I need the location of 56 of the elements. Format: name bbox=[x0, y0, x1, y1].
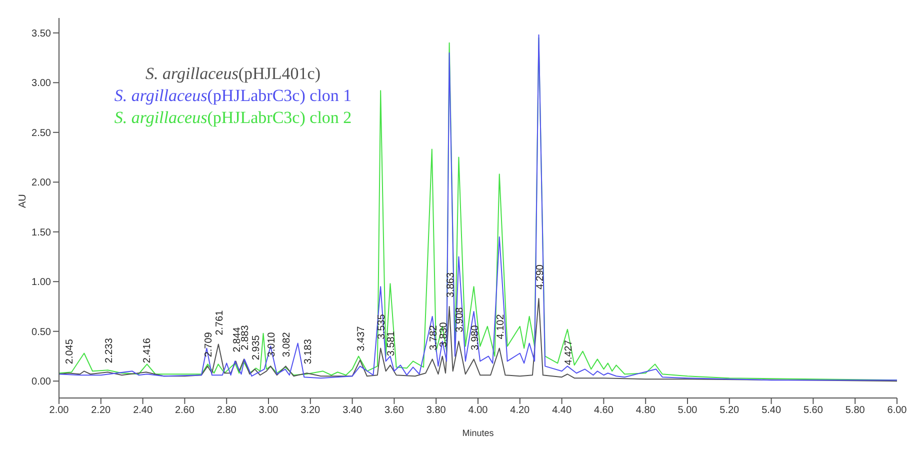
x-tick-label: 3.00 bbox=[258, 405, 279, 416]
y-tick-label: 2.50 bbox=[32, 128, 52, 139]
line-series bbox=[59, 298, 897, 382]
y-tick-label: 3.50 bbox=[32, 28, 52, 40]
annotation: 2.935 bbox=[250, 334, 262, 360]
x-tick-label: 5.00 bbox=[678, 405, 698, 416]
y-tick-label: 0.00 bbox=[32, 376, 52, 388]
x-tick-label: 3.20 bbox=[300, 405, 321, 416]
annotation: 3.782 bbox=[428, 324, 440, 350]
annotation: 3.581 bbox=[386, 330, 398, 356]
y-tick-label: 0.50 bbox=[32, 326, 52, 338]
y-tick-label: 1.50 bbox=[32, 227, 52, 238]
annotation: 4.102 bbox=[495, 314, 506, 340]
x-tick-label: 5.40 bbox=[762, 405, 782, 416]
y-tick-label: 2.00 bbox=[32, 178, 52, 189]
text: S. argillaceus(pHJLabrC3c) clon 1 bbox=[114, 86, 352, 105]
annotation: 3.535 bbox=[376, 314, 388, 340]
x-tick-label: 2.20 bbox=[91, 405, 112, 416]
annotation: 3.082 bbox=[282, 332, 293, 358]
x-tick-label: 4.60 bbox=[594, 405, 614, 416]
y-tick-label: 3.00 bbox=[32, 78, 52, 90]
annotation: 2.233 bbox=[104, 338, 115, 364]
annotation: 3.830 bbox=[438, 322, 450, 348]
annotation: 2.761 bbox=[214, 310, 226, 336]
x-tick-label: 5.60 bbox=[803, 405, 824, 416]
x-axis-title: Minutes bbox=[462, 428, 494, 438]
x-tick-label: 2.60 bbox=[174, 405, 195, 416]
annotation: 3.437 bbox=[356, 326, 368, 352]
annotation: 4.427 bbox=[563, 340, 574, 366]
x-tick-label: 4.00 bbox=[468, 405, 488, 416]
x-tick-label: 5.80 bbox=[845, 405, 866, 416]
annotation: 3.183 bbox=[302, 338, 314, 364]
annotation: 3.863 bbox=[445, 272, 456, 298]
x-tick-label: 4.80 bbox=[636, 405, 656, 416]
annotation: 3.980 bbox=[470, 324, 481, 350]
x-tick-label: 6.00 bbox=[887, 405, 908, 416]
annotation: 3.908 bbox=[454, 306, 466, 332]
annotation: 2.416 bbox=[142, 338, 154, 364]
y-axis-title: AU bbox=[18, 194, 29, 208]
x-tick-label: 2.00 bbox=[49, 405, 70, 416]
x-tick-label: 4.40 bbox=[552, 405, 572, 416]
x-tick-label: 5.20 bbox=[720, 405, 740, 416]
x-tick-label: 2.80 bbox=[216, 405, 237, 416]
text: S. argillaceus(pHJL401c) bbox=[145, 64, 321, 83]
x-tick-label: 4.20 bbox=[510, 405, 530, 416]
annotation: 2.045 bbox=[64, 338, 76, 364]
annotation: 2.709 bbox=[204, 332, 215, 358]
series-label: S. argillaceus(pHJLabrC3c) clon 2 bbox=[114, 108, 352, 127]
annotation: 3.010 bbox=[266, 332, 278, 358]
y-tick-label: 1.00 bbox=[32, 277, 52, 288]
x-tick-label: 2.40 bbox=[133, 405, 153, 416]
annotation: 2.883 bbox=[240, 324, 251, 350]
x-tick-label: 3.80 bbox=[426, 405, 446, 416]
x-tick-label: 3.40 bbox=[342, 405, 362, 416]
annotation: 4.290 bbox=[534, 264, 546, 290]
x-tick-label: 3.60 bbox=[384, 405, 404, 416]
